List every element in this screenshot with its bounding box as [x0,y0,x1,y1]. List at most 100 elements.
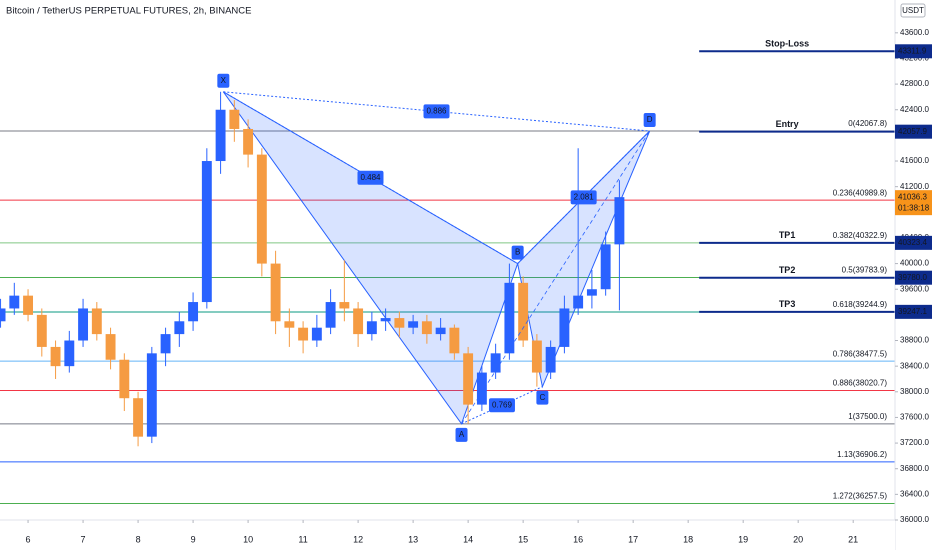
candle-body [119,359,130,399]
fib-label: 1.272(36257.5) [833,492,888,501]
candle-body [353,308,364,335]
y-tick-label: 38000.0 [900,387,929,396]
x-tick-label: 8 [136,534,141,544]
candle-body [435,327,446,335]
candle-body [256,154,267,264]
y-tick-label: 43600.0 [900,28,929,37]
candle-body [0,308,6,322]
countdown: 01:38:18 [898,203,930,212]
trade-price: 42057.9 [898,127,927,136]
y-tick-label: 38800.0 [900,336,929,345]
x-tick-label: 15 [518,534,528,544]
candle-body [91,308,102,335]
trade-price-badge [895,270,932,285]
plot-area: 0(42067.8) 0.236(40989.8) 0.382(40322.9) 0.… [0,39,895,504]
candle-body [284,321,295,328]
x-tick-label: 11 [298,534,307,544]
trade-price: 40323.4 [898,238,927,247]
x-tick-label: 21 [848,534,858,544]
pattern-point-label: X [221,76,227,85]
pattern-ratio-box [488,398,515,413]
trade-name: Entry [776,119,799,129]
y-tick-label: 37200.0 [900,438,929,447]
y-tick-label: 39600.0 [900,284,929,293]
candle-body [23,295,34,315]
candle-body [614,197,625,245]
x-tick-label: 18 [683,534,693,544]
fib-label: 0.5(39783.9) [842,266,888,275]
trade-price: 39780.0 [898,273,927,282]
y-tick-label: 36800.0 [900,464,929,473]
candle-body [105,334,116,360]
pattern-ratio: 0.886 [426,107,447,116]
candle-body [545,346,556,373]
candle-body [366,321,377,335]
candle-body [421,321,432,335]
x-tick-label: 12 [353,534,363,544]
candle-body [573,295,584,309]
candle-body [600,244,611,290]
candle-body [463,353,474,405]
trade-name: TP3 [779,299,796,309]
trade-price-badge [895,44,932,59]
candle-body [133,398,144,437]
pattern-point-label: A [459,430,465,439]
y-tick-label: 42400.0 [900,105,929,114]
candle-body [325,302,336,328]
candle-body [476,372,487,405]
time-axis [0,520,895,550]
last-price-badge [895,190,932,216]
candle-body [490,353,501,373]
trade-price-badge [895,304,932,319]
candle-body [201,161,212,303]
candle-body [311,327,322,341]
x-tick-label: 14 [463,534,473,544]
pattern-point-label: C [540,393,546,402]
currency: USDT [902,6,924,15]
x-tick-label: 7 [81,534,86,544]
candle-body [64,340,75,367]
x-tick-label: 9 [191,534,196,544]
pattern-point-label: B [515,248,520,257]
fib-label: 0.618(39244.9) [833,300,888,309]
y-tick-label: 38400.0 [900,361,929,370]
pattern-ratio-box [570,190,597,205]
last-price: 41036.3 [898,192,927,201]
y-tick-label: 36400.0 [900,489,929,498]
currency-box [900,3,926,18]
y-tick-label: 41200.0 [900,182,929,191]
pattern-ratio-line [223,91,518,265]
y-tick-label: 42800.0 [900,79,929,88]
candle-body [78,308,89,341]
pattern-point [643,113,656,128]
candle-body [36,314,47,347]
candle-body [449,327,460,354]
fib-label: 0.236(40989.8) [833,188,888,197]
candle-body [146,353,157,437]
trade-price-badge [895,124,932,139]
pattern-point [217,73,230,88]
trade-price: 43311.9 [898,46,927,55]
fib-label: 1(37500.0) [848,412,887,421]
candle-body [9,295,20,309]
x-tick-label: 17 [628,534,638,544]
candle-body [270,263,281,322]
candle-body [174,321,185,335]
trade-name: TP1 [779,230,796,240]
chart-title: Bitcoin / TetherUS PERPETUAL FUTURES, 2h… [6,6,252,17]
fib-label: 0.382(40322.9) [833,231,888,240]
candle-body [160,334,171,354]
candle-body [339,302,350,309]
pattern-ratio-box [357,170,384,185]
pattern-ratio: 0.484 [360,173,381,182]
x-tick-label: 6 [26,534,31,544]
fib-label: 1.13(36906.2) [837,450,887,459]
x-tick-label: 13 [408,534,418,544]
candle-body [243,128,254,155]
y-tick-label: 41600.0 [900,156,929,165]
y-tick-label: 37600.0 [900,413,929,422]
fib-label: 0.886(38020.7) [833,379,888,388]
pattern-ratio: 2.081 [574,192,595,201]
